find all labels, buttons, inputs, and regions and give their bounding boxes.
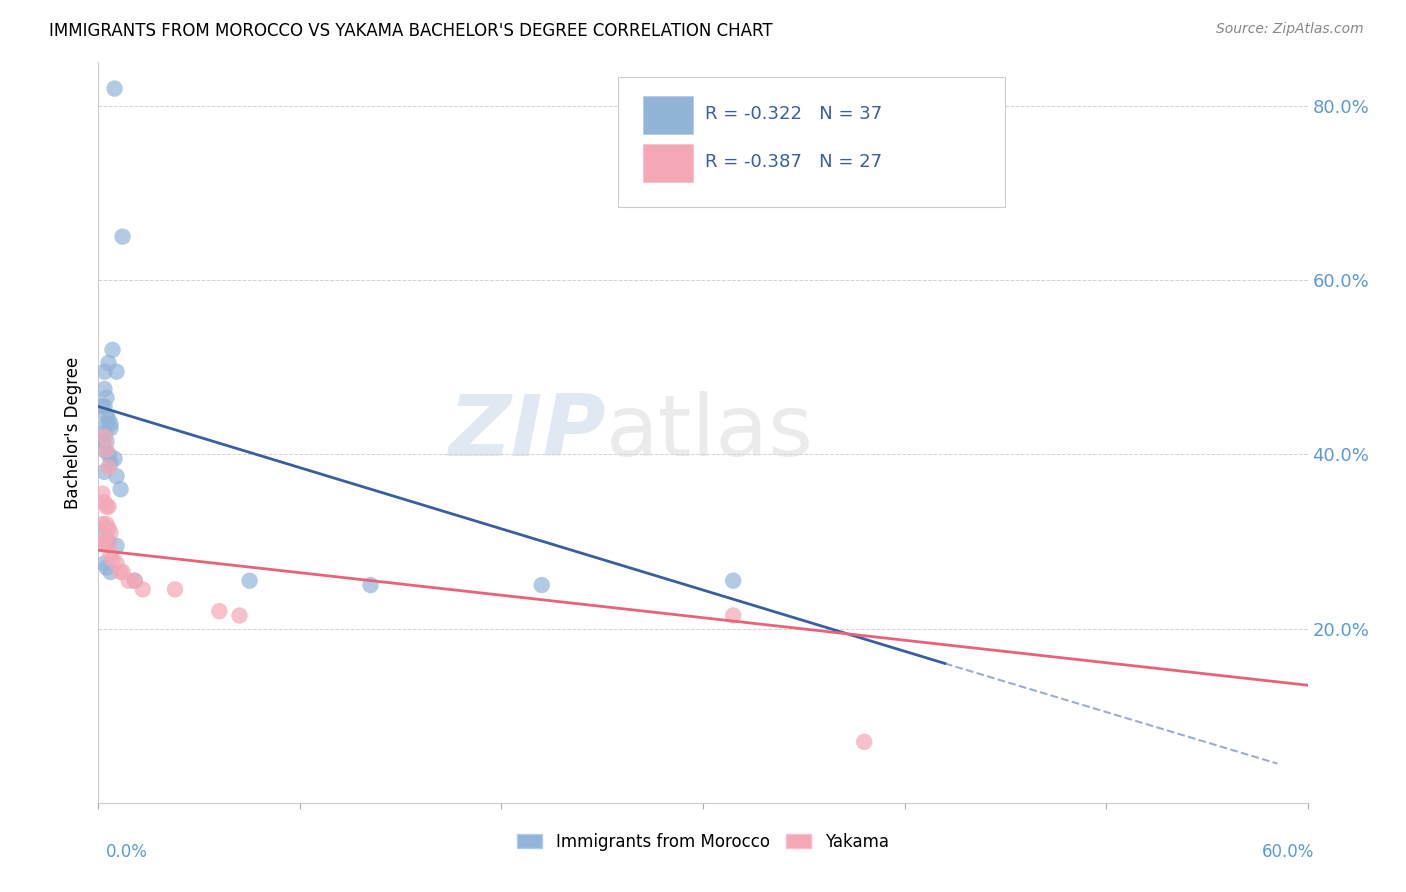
Text: ZIP: ZIP xyxy=(449,391,606,475)
Point xyxy=(91,400,114,414)
Point xyxy=(110,482,132,496)
Point xyxy=(100,456,122,470)
Point xyxy=(97,460,120,475)
Text: IMMIGRANTS FROM MOROCCO VS YAKAMA BACHELOR'S DEGREE CORRELATION CHART: IMMIGRANTS FROM MOROCCO VS YAKAMA BACHEL… xyxy=(49,22,773,40)
Point xyxy=(100,548,122,562)
Point xyxy=(103,81,125,95)
Point xyxy=(118,574,141,588)
FancyBboxPatch shape xyxy=(643,95,693,135)
Point xyxy=(93,443,115,458)
Point xyxy=(124,574,146,588)
Point xyxy=(97,521,120,535)
Point xyxy=(111,565,134,579)
Point xyxy=(105,469,128,483)
Point xyxy=(105,365,128,379)
Point xyxy=(101,552,124,566)
Point xyxy=(93,495,115,509)
FancyBboxPatch shape xyxy=(619,78,1005,207)
Point xyxy=(93,425,115,440)
Point xyxy=(530,578,553,592)
Point xyxy=(91,534,114,549)
Point xyxy=(97,447,120,461)
Point xyxy=(96,417,118,431)
Point xyxy=(100,565,122,579)
Point xyxy=(96,434,118,449)
Point xyxy=(97,356,120,370)
Point xyxy=(93,365,115,379)
Point xyxy=(360,578,382,592)
Text: Source: ZipAtlas.com: Source: ZipAtlas.com xyxy=(1216,22,1364,37)
Text: 60.0%: 60.0% xyxy=(1263,843,1315,861)
Point xyxy=(100,421,122,435)
Point xyxy=(105,556,128,570)
Point xyxy=(100,417,122,431)
Point xyxy=(93,430,115,444)
Point xyxy=(163,582,186,597)
Point xyxy=(239,574,262,588)
Point xyxy=(93,382,115,396)
Point xyxy=(208,604,231,618)
Point xyxy=(96,534,118,549)
Point xyxy=(91,486,114,500)
Point xyxy=(132,582,155,597)
Point xyxy=(103,451,125,466)
Text: R = -0.322   N = 37: R = -0.322 N = 37 xyxy=(706,105,883,123)
Text: atlas: atlas xyxy=(606,391,814,475)
Point xyxy=(96,500,118,514)
Point xyxy=(93,521,115,535)
Point xyxy=(97,539,120,553)
Point xyxy=(853,735,876,749)
Point xyxy=(97,534,120,549)
Point xyxy=(110,565,132,579)
Point xyxy=(97,500,120,514)
Point xyxy=(91,517,114,532)
Point xyxy=(93,556,115,570)
Point xyxy=(111,229,134,244)
Point xyxy=(124,574,146,588)
Point xyxy=(96,443,118,458)
Point xyxy=(97,412,120,426)
FancyBboxPatch shape xyxy=(643,144,693,182)
Point xyxy=(96,560,118,574)
Point xyxy=(101,343,124,357)
Point xyxy=(93,400,115,414)
Point xyxy=(96,391,118,405)
Point xyxy=(723,574,745,588)
Point xyxy=(93,465,115,479)
Y-axis label: Bachelor's Degree: Bachelor's Degree xyxy=(65,357,83,508)
Text: R = -0.387   N = 27: R = -0.387 N = 27 xyxy=(706,153,883,171)
Text: 0.0%: 0.0% xyxy=(105,843,148,861)
Point xyxy=(96,517,118,532)
Point xyxy=(723,608,745,623)
Point xyxy=(93,534,115,549)
Point xyxy=(100,525,122,540)
Legend: Immigrants from Morocco, Yakama: Immigrants from Morocco, Yakama xyxy=(510,826,896,857)
Point xyxy=(96,408,118,422)
Point xyxy=(105,539,128,553)
Point xyxy=(228,608,250,623)
Point xyxy=(91,434,114,449)
